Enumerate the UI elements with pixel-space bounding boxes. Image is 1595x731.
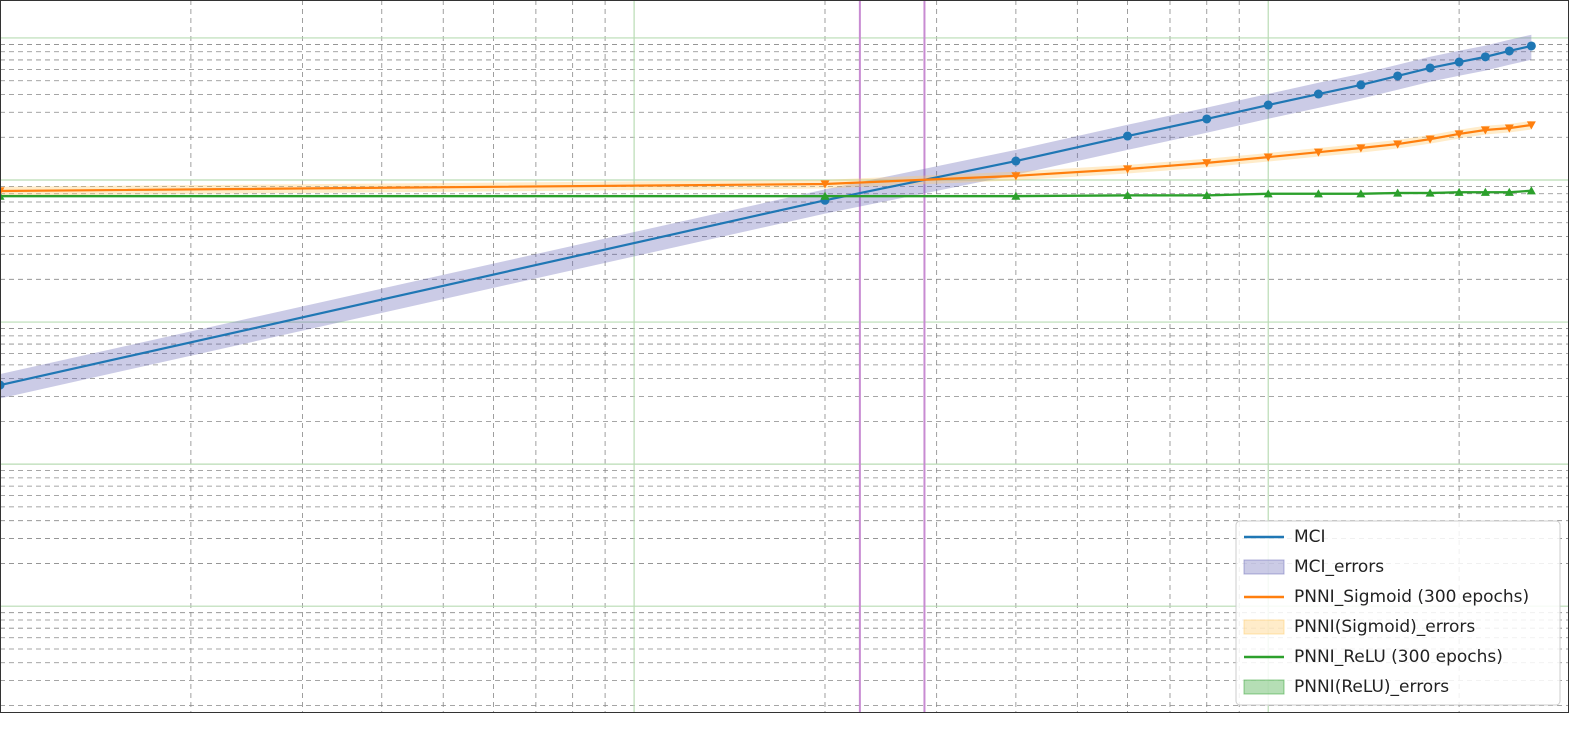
series-marker [1393,71,1403,81]
series-marker [1393,140,1403,149]
series-marker [1454,57,1464,67]
series-marker [1393,188,1403,197]
series-line [1,123,1532,193]
series-marker [1356,144,1366,153]
series-marker [1313,89,1323,99]
series-marker [1425,135,1435,144]
plot-frame [0,0,1569,713]
series-marker [1,187,5,194]
legend-swatch [1243,679,1285,695]
legend-label: PNNI(ReLU)_errors [1294,677,1449,697]
series-marker [1480,187,1490,196]
legend-label: MCI_errors [1294,557,1384,577]
series-marker [1,193,5,200]
error-band [1,34,1532,399]
series-marker [1504,46,1514,56]
series-marker [1123,131,1133,141]
series-marker [1123,190,1133,199]
series-marker [1202,114,1212,124]
legend-label: PNNI_Sigmoid (300 epochs) [1294,587,1529,607]
series-marker [820,191,830,200]
legend-label: MCI [1294,527,1326,547]
legend-box [1235,520,1561,706]
series-marker [1526,121,1536,130]
series-line [1,189,1532,198]
series-marker [1,380,5,390]
series-marker [1454,130,1464,139]
series-marker [1313,189,1323,198]
series-marker [1526,186,1536,195]
series-marker [1011,156,1021,166]
series-marker [1454,187,1464,196]
series-marker [1480,126,1490,135]
legend-label: PNNI(Sigmoid)_errors [1294,617,1475,637]
series-marker [1526,41,1536,51]
series-marker [1263,100,1273,110]
error-band [1,120,1532,196]
series-marker [1263,153,1273,162]
series-marker [1356,189,1366,198]
series-marker [1202,190,1212,199]
legend-label: PNNI_ReLU (300 epochs) [1294,647,1503,667]
series-marker [1356,80,1366,90]
series-marker [1011,191,1021,200]
series-marker [1263,189,1273,198]
legend-swatch [1243,619,1285,635]
series-marker [820,180,830,189]
series-marker [1480,52,1490,62]
series-marker [1504,187,1514,196]
plot-area [1,1,1568,712]
series-marker [1202,159,1212,168]
series-marker [1425,188,1435,197]
legend: MCI MCI_errors PNNI_Sigmoid (300 epochs) PN… [1235,520,1561,706]
series-marker [1425,63,1435,73]
legend-swatch [1243,559,1285,575]
series-marker [1011,172,1021,181]
series-marker [1504,124,1514,133]
series-marker [1313,148,1323,157]
series-marker [1123,165,1133,174]
